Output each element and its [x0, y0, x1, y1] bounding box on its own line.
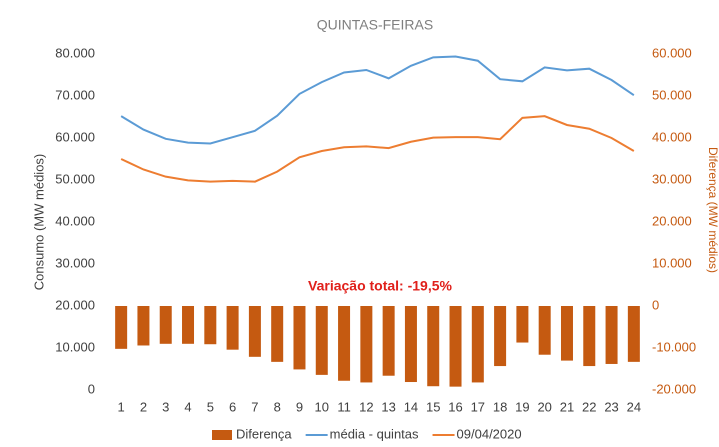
bar — [627, 306, 640, 362]
x-tick-label: 15 — [426, 399, 440, 414]
y2-tick-label: 0 — [652, 297, 659, 312]
bar — [248, 306, 261, 357]
y-tick-label: 50.000 — [55, 171, 95, 186]
x-tick-label: 11 — [337, 399, 351, 414]
y2-tick-label: 50.000 — [652, 87, 692, 102]
bar — [360, 306, 373, 383]
y-tick-label: 10.000 — [55, 339, 95, 354]
x-tick-label: 14 — [404, 399, 418, 414]
bar — [137, 306, 150, 346]
y2-tick-label: 30.000 — [652, 171, 692, 186]
bar — [204, 306, 217, 345]
y2-tick-label: 60.000 — [652, 45, 692, 60]
bar — [226, 306, 239, 350]
y-axis-title: Consumo (MW médios) — [31, 154, 46, 291]
bar — [315, 306, 328, 375]
x-tick-label: 7 — [251, 399, 258, 414]
legend-label: 09/04/2020 — [457, 426, 522, 441]
y2-tick-label: 20.000 — [652, 213, 692, 228]
x-tick-label: 4 — [184, 399, 191, 414]
x-tick-label: 1 — [118, 399, 125, 414]
y2-axis-title: Diferença (MW médios) — [706, 147, 719, 273]
bar — [159, 306, 172, 344]
y-tick-label: 40.000 — [55, 213, 95, 228]
line — [120, 115, 635, 183]
x-tick-label: 18 — [493, 399, 507, 414]
bar — [494, 306, 507, 367]
x-tick-label: 3 — [162, 399, 169, 414]
x-tick-label: 24 — [627, 399, 641, 414]
y-tick-label: 30.000 — [55, 255, 95, 270]
bar — [404, 306, 417, 383]
y-tick-label: 80.000 — [55, 45, 95, 60]
x-tick-label: 6 — [229, 399, 236, 414]
x-tick-label: 21 — [560, 399, 574, 414]
chart-title: QUINTAS-FEIRAS — [317, 17, 433, 33]
x-tick-label: 19 — [515, 399, 529, 414]
y2-tick-label: -20.000 — [652, 381, 696, 396]
x-tick-label: 2 — [140, 399, 147, 414]
x-tick-label: 12 — [359, 399, 373, 414]
x-tick-label: 5 — [207, 399, 214, 414]
bar — [516, 306, 529, 343]
x-tick-label: 16 — [448, 399, 462, 414]
x-tick-label: 9 — [296, 399, 303, 414]
bar — [382, 306, 395, 376]
legend-label: Diferença — [236, 426, 292, 441]
x-tick-label: 17 — [471, 399, 485, 414]
x-tick-label: 22 — [582, 399, 596, 414]
line — [120, 55, 635, 145]
bar — [605, 306, 618, 364]
x-tick-label: 8 — [274, 399, 281, 414]
y-tick-label: 20.000 — [55, 297, 95, 312]
x-tick-label: 23 — [604, 399, 618, 414]
bar — [338, 306, 351, 381]
legend-label: média - quintas — [330, 426, 419, 441]
y-tick-label: 0 — [88, 381, 95, 396]
bar — [471, 306, 484, 383]
y2-tick-label: -10.000 — [652, 339, 696, 354]
bar — [538, 306, 551, 355]
bar — [115, 306, 128, 349]
bar — [560, 306, 573, 361]
x-tick-label: 20 — [537, 399, 551, 414]
bar — [583, 306, 596, 367]
annotation: Variação total: -19,5% — [308, 278, 453, 294]
y2-tick-label: 40.000 — [652, 129, 692, 144]
bar — [449, 306, 462, 387]
bar — [427, 306, 440, 387]
x-tick-label: 13 — [381, 399, 395, 414]
bar — [271, 306, 284, 362]
bar — [293, 306, 306, 370]
legend-swatch — [212, 430, 232, 440]
y2-tick-label: 10.000 — [652, 255, 692, 270]
y-tick-label: 60.000 — [55, 129, 95, 144]
y-tick-label: 70.000 — [55, 87, 95, 102]
x-tick-label: 10 — [315, 399, 329, 414]
bar — [182, 306, 195, 344]
